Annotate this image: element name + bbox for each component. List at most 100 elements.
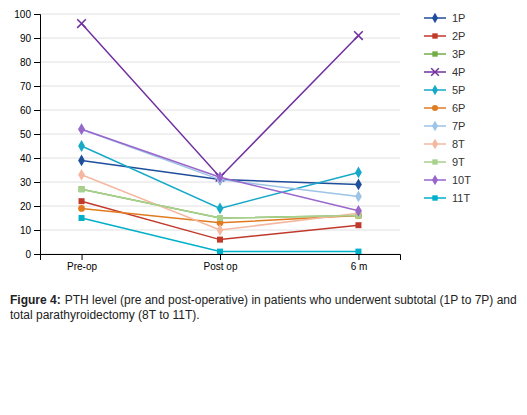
series [79,198,362,242]
legend-label: 8T [452,138,465,150]
tick: 20 [20,201,40,212]
tick-mark [34,254,40,255]
legend-item: 5P [424,84,465,96]
x-axis: Pre-op Post op 6 m [41,254,401,272]
plot-area: 0 10 20 30 40 50 60 70 80 90 100 Pre-op Post op 6 m [14,9,400,272]
tick-mark [34,182,40,183]
legend-item: 4P [424,66,465,78]
tick-mark [82,254,83,260]
legend-marker [432,139,438,150]
grid-line [40,62,400,63]
legend-label: 5P [452,84,465,96]
legend-marker [432,105,438,111]
marker [355,167,362,179]
marker [355,179,362,191]
line [82,24,359,178]
tick-mark [34,134,40,135]
tick-label: 30 [20,177,32,188]
legend-marker [431,68,439,76]
legend-item: 3P [424,48,465,60]
tick-label: 80 [20,57,32,68]
axis-line [34,15,41,255]
tick: 6 m [351,254,368,272]
tick-label: 90 [20,33,32,44]
tick-label: 6 m [351,261,368,272]
tick-mark [358,254,359,260]
marker [217,215,223,221]
line [82,189,359,218]
tick: 50 [20,129,40,140]
marker [77,19,86,28]
tick-label: 10 [20,225,32,236]
tick-label: 0 [25,249,31,260]
grid-line [40,14,400,15]
tick: 70 [20,81,40,92]
legend-label: 4P [452,66,465,78]
marker [355,205,362,217]
tick: 0 [25,249,40,260]
tick-mark [34,14,40,15]
legend-label: 3P [452,48,465,60]
caption: PTH level (pre and post-operative) in pa… [10,293,520,322]
series [78,155,362,191]
tick: Post op [204,254,238,272]
legend-label: 11T [452,192,470,204]
line [82,146,359,208]
marker [78,123,85,135]
legend-label: 6P [452,102,465,114]
legend: 1P 2P 3P 4P 5P 6P 7P 8T 9T 10T 11T [424,12,471,204]
series [78,123,362,216]
marker [79,186,85,192]
marker [217,215,223,221]
caption-label: Figure 4: [10,293,61,307]
legend-item: 6P [424,102,465,114]
tick-label: 40 [20,153,32,164]
grid-line [40,110,400,111]
marker [78,140,85,152]
legend-marker [432,175,438,186]
tick-mark [34,206,40,207]
tick-label: Pre-op [67,261,97,272]
tick: 40 [20,153,40,164]
chart: 0 10 20 30 40 50 60 70 80 90 100 Pre-op Post op 6 m 1P… [0,0,527,415]
tick-mark [34,38,40,39]
marker [217,237,223,243]
marker [78,169,85,181]
legend-marker [432,85,438,96]
tick: 30 [20,177,40,188]
marker [79,198,85,204]
grid-line [40,86,400,87]
tick: 100 [14,9,40,20]
legend-label: 1P [452,12,465,24]
tick: 90 [20,33,40,44]
legend-marker [432,195,437,200]
grid [40,14,400,254]
line [82,129,359,211]
legend-item: 7P [424,120,465,132]
legend-item: 10T [424,174,471,186]
tick: 60 [20,105,40,116]
marker [354,31,363,40]
tick-mark [34,230,40,231]
tick-label: 60 [20,105,32,116]
marker [355,249,361,254]
line [82,218,359,252]
tick-label: 50 [20,129,32,140]
line [82,129,359,196]
marker [79,186,85,192]
legend-item: 2P [424,30,465,42]
legend-label: 7P [452,120,465,132]
marker [78,123,85,135]
marker [217,224,224,236]
marker [217,249,223,254]
tick: Pre-op [67,254,97,272]
legend-marker [432,121,438,132]
marker [217,171,224,183]
grid-line [40,158,400,159]
legend-label: 9T [452,156,465,168]
line [82,189,359,218]
tick: 10 [20,225,40,236]
legend-label: 2P [452,30,465,42]
legend-item: 1P [424,12,465,24]
series [78,140,362,214]
